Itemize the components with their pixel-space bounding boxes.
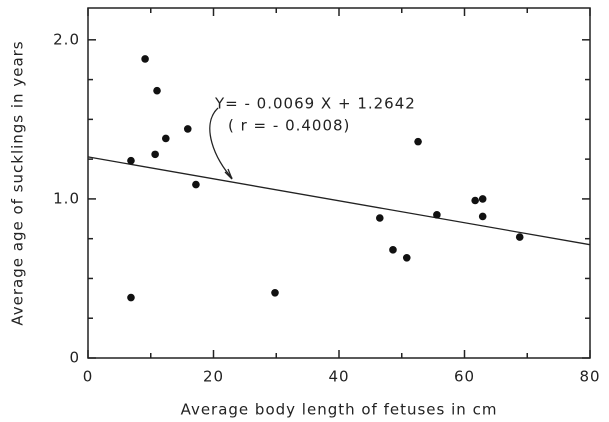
x-axis-label: Average body length of fetuses in cm (181, 401, 498, 419)
y-tick-label: 0 (69, 349, 80, 367)
point (127, 293, 135, 302)
x-tick-label: 60 (454, 368, 475, 386)
arrow-head (224, 168, 233, 180)
point (433, 211, 441, 219)
point (183, 125, 192, 133)
point (192, 180, 200, 189)
plot-frame (87, 7, 591, 359)
point (478, 195, 487, 203)
point (389, 246, 397, 254)
x-tick-label: 80 (579, 368, 600, 386)
point (271, 288, 279, 297)
point (162, 134, 170, 143)
point (153, 86, 161, 95)
annotation: ( r = - 0.4008) (228, 117, 350, 135)
x-tick-label: 0 (83, 368, 94, 386)
point (478, 212, 487, 221)
x-tick-label: 40 (328, 368, 349, 386)
regression-line (87, 156, 591, 246)
annotation-arrow (209, 107, 233, 179)
point (471, 196, 479, 205)
point (141, 55, 149, 63)
point (127, 156, 135, 165)
point (402, 253, 411, 262)
point (515, 233, 524, 241)
y-axis-label: Average age of sucklings in years (9, 40, 27, 325)
annotation: Y= - 0.0069 X + 1.2642 (214, 95, 416, 113)
point (414, 137, 422, 146)
y-tick-label: 1.0 (53, 189, 80, 207)
point (151, 150, 159, 159)
x-tick-label: 20 (203, 368, 224, 386)
y-tick-label: 2.0 (53, 30, 80, 48)
point (375, 214, 384, 222)
